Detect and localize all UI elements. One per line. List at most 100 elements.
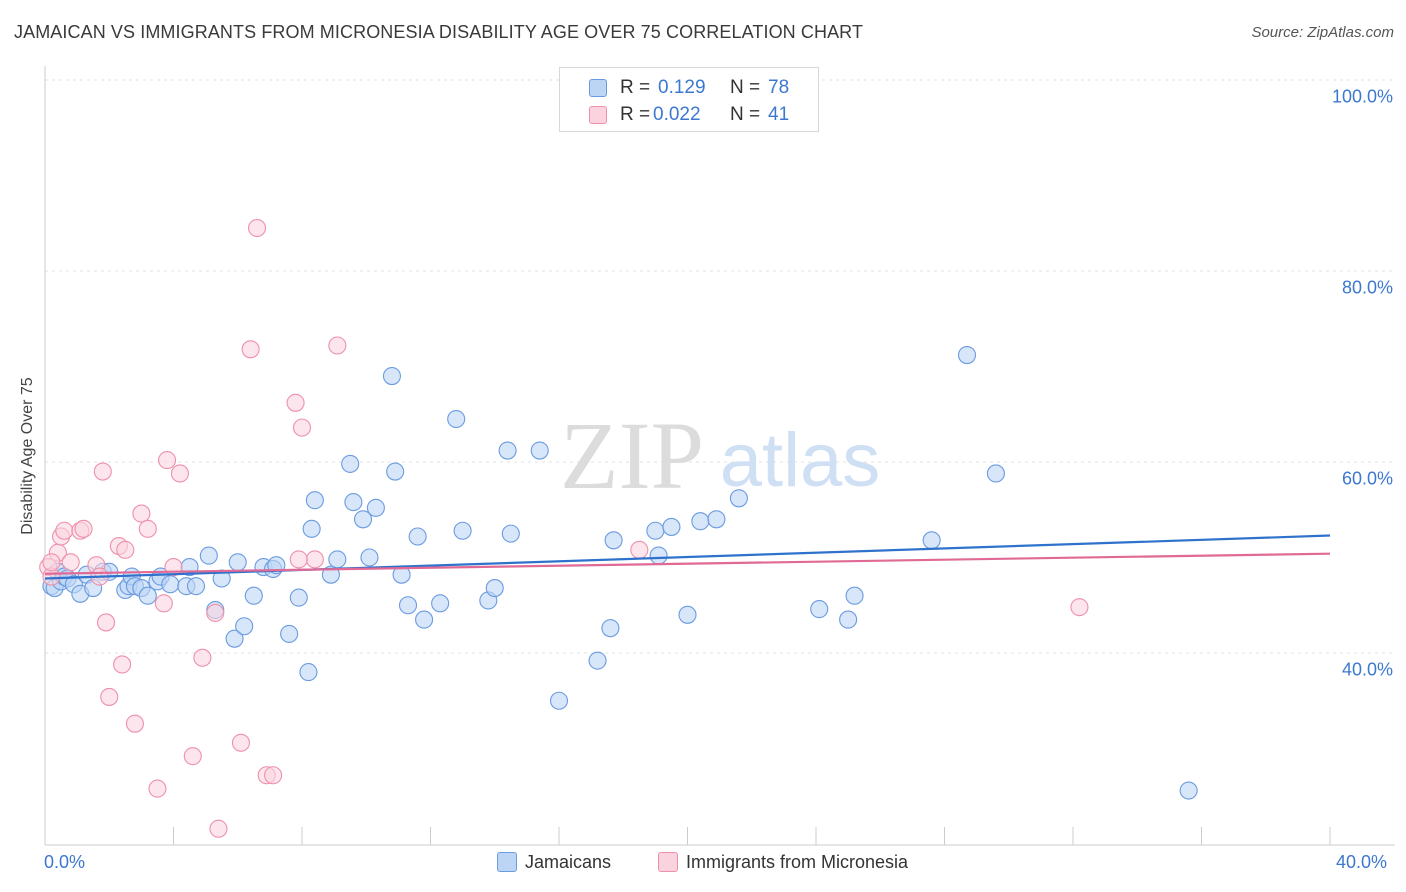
legend-item-jamaicans[interactable]: Jamaicans <box>497 852 611 873</box>
jamaican-point <box>839 610 858 629</box>
jamaican-point <box>186 577 206 596</box>
jamaican-point <box>447 409 466 429</box>
jamaican-point <box>244 586 263 605</box>
jamaican-point <box>353 510 373 529</box>
jamaican-point <box>328 550 347 569</box>
grid-lines <box>45 79 1395 654</box>
jamaican-point <box>366 498 385 517</box>
legend-label-jamaicans: Jamaicans <box>525 852 612 872</box>
micronesia-point <box>286 393 305 412</box>
jamaicans-swatch-icon <box>589 79 607 97</box>
micronesia-point <box>132 504 151 523</box>
micronesia-point <box>116 540 135 559</box>
micronesia-point <box>74 519 93 538</box>
chart-title: JAMAICAN VS IMMIGRANTS FROM MICRONESIA D… <box>14 22 864 42</box>
watermark-atlas: atlas <box>720 418 881 503</box>
jamaican-point <box>453 521 472 540</box>
x-tick-label-min: 0.0% <box>44 852 86 872</box>
jamaican-point <box>530 441 549 460</box>
n-value-jamaicans: 78 <box>768 77 790 98</box>
jamaican-point <box>549 691 569 710</box>
jamaican-point <box>228 553 247 572</box>
jamaican-point <box>845 586 864 605</box>
jamaican-point <box>601 619 620 638</box>
n-value-micronesia: 41 <box>768 104 790 125</box>
y-tick-label-100: 100.0% <box>1331 86 1393 107</box>
jamaican-point <box>922 531 941 550</box>
jamaican-point <box>662 517 681 536</box>
jamaican-point <box>408 527 427 546</box>
micronesia-point <box>231 733 251 752</box>
jamaican-point <box>225 629 244 648</box>
micronesia-point <box>264 766 283 785</box>
jamaican-point <box>344 493 363 512</box>
micronesia-point <box>100 687 119 706</box>
jamaican-point <box>729 489 748 508</box>
jamaican-point <box>646 521 665 540</box>
jamaican-point <box>986 464 1005 483</box>
r-value-micronesia: 0.022 <box>653 104 701 125</box>
jamaican-point <box>691 512 710 531</box>
legend-label-micronesia: Immigrants from Micronesia <box>686 852 909 872</box>
y-tick-label-60: 60.0% <box>1341 468 1393 489</box>
jamaican-point <box>305 491 324 510</box>
jamaican-point <box>341 454 360 473</box>
micronesia-point <box>292 418 312 437</box>
micronesia-point <box>93 462 112 481</box>
jamaican-point <box>161 575 180 594</box>
jamaican-point <box>431 594 450 613</box>
jamaican-point <box>321 565 340 584</box>
micronesia-point <box>630 540 649 559</box>
micronesia-swatch-icon <box>589 106 607 124</box>
micronesia-point <box>289 550 308 569</box>
micronesia-point <box>148 779 167 798</box>
legend-item-micronesia[interactable]: Immigrants from Micronesia <box>658 852 908 873</box>
jamaican-point <box>485 579 504 598</box>
r-value-jamaicans: 0.129 <box>658 77 706 98</box>
jamaican-point <box>498 441 517 460</box>
jamaican-point <box>588 651 607 670</box>
micronesia-point <box>206 603 225 622</box>
micronesia-point <box>61 553 80 572</box>
jamaican-point <box>235 617 254 636</box>
micronesia-point <box>55 521 74 540</box>
y-tick-label-40: 40.0% <box>1341 659 1393 680</box>
trend-lines <box>44 534 1331 580</box>
jamaican-point <box>604 531 623 550</box>
y-tick-label-80: 80.0% <box>1341 277 1393 298</box>
jamaican-point <box>649 546 668 565</box>
jamaican-point <box>415 610 434 629</box>
r-label: R = <box>620 104 651 125</box>
jamaican-point <box>501 524 520 543</box>
data-points <box>39 218 1198 838</box>
n-label: N = <box>730 104 761 125</box>
micronesia-point <box>170 464 189 483</box>
jamaican-point <box>360 548 379 567</box>
axes <box>44 66 1395 846</box>
jamaican-point <box>707 510 726 529</box>
micronesia-point <box>154 594 173 613</box>
micronesia-point <box>183 747 202 766</box>
r-label: R = <box>620 77 651 98</box>
jamaican-point <box>302 519 321 538</box>
jamaicans-legend-swatch-icon <box>497 852 517 872</box>
micronesia-point <box>241 340 260 359</box>
jamaican-point <box>382 366 402 386</box>
jamaican-point <box>199 546 218 565</box>
micronesia-point <box>42 553 61 572</box>
y-axis-label: Disability Age Over 75 <box>19 377 36 535</box>
x-tick-label-max: 40.0% <box>1336 852 1388 872</box>
source-credit: Source: ZipAtlas.com <box>1251 24 1394 41</box>
watermark: ZIP atlas <box>560 402 880 509</box>
n-label: N = <box>730 77 761 98</box>
jamaican-point <box>289 588 308 607</box>
micronesia-point <box>138 519 157 538</box>
jamaican-point <box>138 586 157 605</box>
jamaican-point <box>810 600 829 619</box>
jamaican-point <box>386 462 405 481</box>
micronesia-point <box>158 451 177 470</box>
micronesia-point <box>1070 598 1089 617</box>
micronesia-legend-swatch-icon <box>658 852 678 872</box>
jamaican-point <box>280 624 299 643</box>
